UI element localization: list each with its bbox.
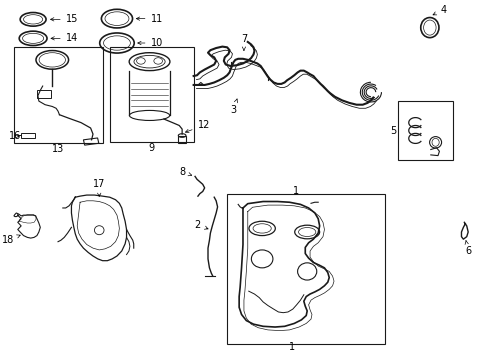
Text: 4: 4 — [432, 5, 446, 15]
Text: 18: 18 — [1, 235, 20, 245]
Text: 12: 12 — [185, 121, 209, 132]
Text: 8: 8 — [179, 167, 191, 177]
Text: 10: 10 — [138, 38, 163, 48]
Text: 1: 1 — [288, 342, 294, 352]
Bar — [14, 47, 102, 143]
Text: 7: 7 — [240, 35, 246, 50]
Bar — [21, 133, 35, 138]
Bar — [83, 138, 99, 145]
Text: 16: 16 — [9, 131, 21, 141]
Text: 15: 15 — [50, 14, 78, 24]
Text: 6: 6 — [464, 240, 470, 256]
Text: 9: 9 — [148, 143, 154, 153]
Text: 13: 13 — [52, 144, 64, 154]
Text: 2: 2 — [194, 220, 207, 230]
Text: 1: 1 — [292, 186, 298, 196]
Text: 11: 11 — [136, 14, 163, 24]
Bar — [37, 90, 51, 98]
Text: 17: 17 — [93, 179, 105, 197]
Bar — [178, 135, 185, 143]
Text: 14: 14 — [51, 33, 78, 43]
Text: 3: 3 — [230, 99, 237, 115]
Text: 5: 5 — [390, 126, 396, 136]
Bar — [227, 194, 385, 343]
Bar — [397, 101, 452, 160]
Bar — [109, 47, 193, 142]
